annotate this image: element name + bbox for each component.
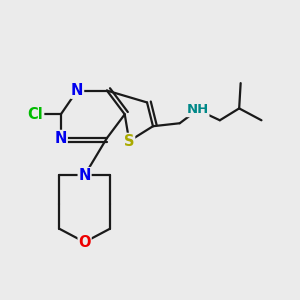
- Text: O: O: [78, 235, 91, 250]
- Text: N: N: [78, 168, 91, 183]
- Text: NH: NH: [186, 103, 209, 116]
- Text: Cl: Cl: [28, 107, 43, 122]
- Text: N: N: [71, 83, 83, 98]
- Text: N: N: [55, 130, 67, 146]
- Text: S: S: [124, 134, 134, 148]
